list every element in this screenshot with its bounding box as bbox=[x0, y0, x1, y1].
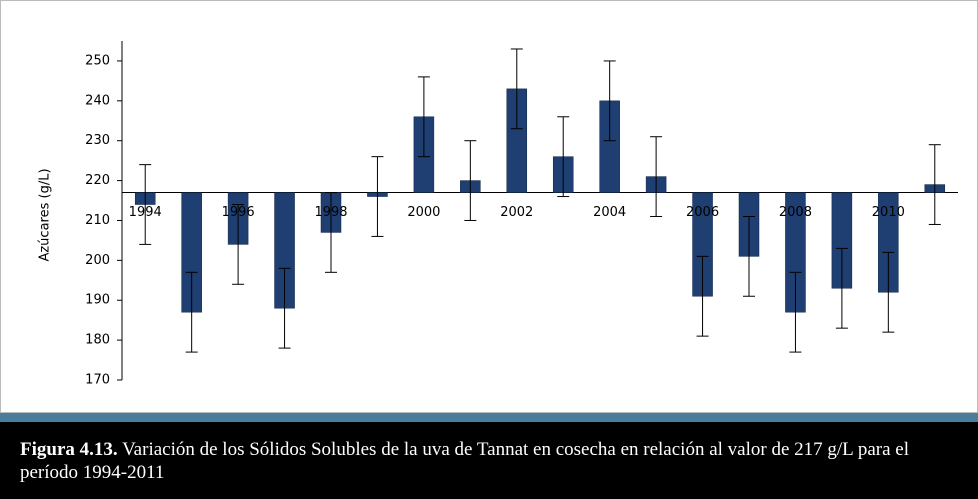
x-tick-label: 2004 bbox=[593, 205, 626, 220]
x-tick-label: 2006 bbox=[686, 205, 719, 220]
caption-text: Variación de los Sólidos Solubles de la … bbox=[20, 439, 909, 483]
y-tick-label: 170 bbox=[85, 373, 110, 388]
caption-label: Figura 4.13. bbox=[20, 439, 118, 460]
divider bbox=[0, 413, 978, 422]
x-tick-label: 2000 bbox=[407, 205, 440, 220]
x-tick-label: 2002 bbox=[500, 205, 533, 220]
caption: Figura 4.13. Variación de los Sólidos So… bbox=[0, 422, 978, 499]
y-tick-label: 210 bbox=[85, 213, 110, 228]
y-tick-label: 240 bbox=[85, 93, 110, 108]
y-tick-label: 200 bbox=[85, 253, 110, 268]
y-tick-label: 250 bbox=[85, 53, 110, 68]
y-tick-label: 220 bbox=[85, 173, 110, 188]
y-tick-label: 180 bbox=[85, 333, 110, 348]
y-tick-label: 190 bbox=[85, 293, 110, 308]
x-tick-label: 2010 bbox=[872, 205, 905, 220]
chart: Azúcares (g/L) 170 180 190 200 210 220 230 240 2… bbox=[38, 41, 958, 388]
y-axis-title: Azúcares (g/L) bbox=[38, 168, 53, 261]
y-tick-label: 230 bbox=[85, 133, 110, 148]
x-tick-label: 2008 bbox=[779, 205, 812, 220]
